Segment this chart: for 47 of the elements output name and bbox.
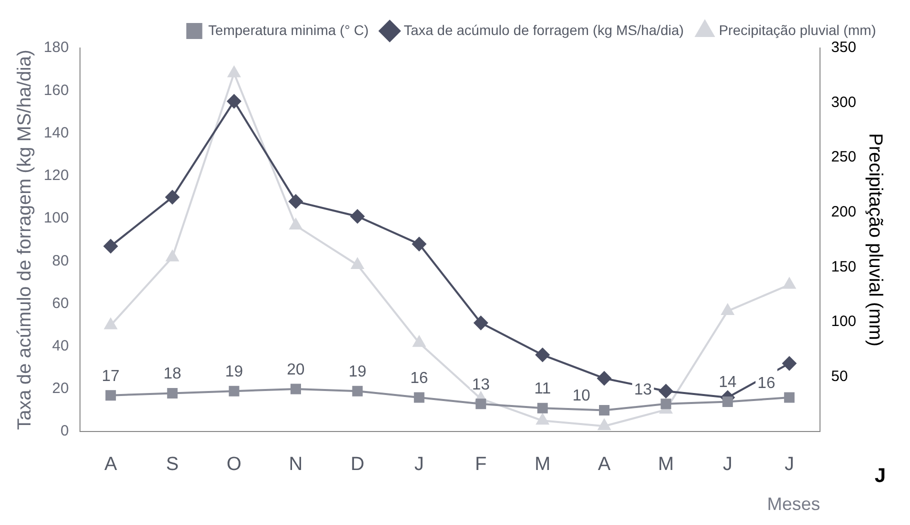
x-tick-label: N (288, 454, 303, 476)
data-label: 10 (572, 388, 590, 405)
data-label: 13 (472, 376, 490, 394)
x-tick-label: J (784, 454, 794, 476)
y2-tick-label: 150 (831, 258, 856, 276)
y-tick-label: 20 (52, 380, 69, 398)
y-tick-label: 140 (44, 124, 69, 142)
x-tick-label: S (166, 454, 179, 476)
y-tick-label: 180 (44, 39, 69, 56)
y-tick-label: 80 (52, 252, 69, 270)
y-tick-label: 160 (44, 82, 69, 99)
x-axis-title: Meses (767, 494, 820, 514)
y2-tick-label: 300 (831, 94, 856, 111)
data-label: 13 (634, 381, 652, 398)
x-tick-label: A (104, 454, 118, 476)
x-tick-label: F (475, 454, 487, 476)
legend-label: Taxa de acúmulo de forragem (kg MS/ha/dia) (404, 22, 684, 38)
y2-tick-label: 250 (831, 148, 856, 166)
x-tick-label: J (414, 454, 424, 476)
data-label: 16 (758, 374, 776, 392)
x-tick-label: J (722, 454, 732, 476)
y-tick-label: 100 (44, 210, 69, 227)
x-tick-label: O (226, 454, 242, 476)
y2-tick-label: 100 (831, 313, 856, 330)
data-label: 17 (102, 368, 120, 385)
y2-axis-title: Precipitação pluvial (mm) (864, 133, 886, 346)
y2-tick-label: 50 (831, 368, 848, 385)
data-label: 18 (163, 366, 182, 383)
x-tick-label: M (658, 454, 674, 476)
y2-tick-label: 350 (831, 39, 856, 56)
x-tick-label: A (598, 454, 611, 476)
data-label: 14 (718, 374, 737, 392)
data-label: 19 (225, 364, 244, 381)
data-label: 20 (286, 361, 305, 378)
x-tick-label: D (350, 454, 364, 476)
legend-label: Temperatura minima (° C) (208, 22, 369, 38)
data-label: 16 (410, 370, 428, 387)
y-tick-label: 60 (52, 294, 69, 312)
y-axis-title: Taxa de acúmulo de forragem (kg MS/ha/dia) (14, 50, 36, 430)
y-tick-label: 0 (60, 422, 69, 440)
data-label: 19 (348, 364, 366, 381)
y2-tick-label: 200 (831, 204, 856, 221)
x-tick-label: M (534, 454, 550, 476)
data-label: 11 (534, 380, 551, 398)
y-tick-label: 40 (52, 337, 69, 354)
legend-label: Precipitação pluvial (mm) (718, 22, 876, 38)
y-tick-label: 120 (44, 167, 69, 184)
